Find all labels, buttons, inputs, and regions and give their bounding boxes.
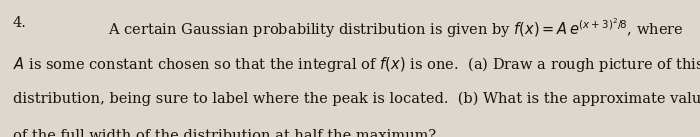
Text: 4.: 4. [13, 16, 27, 30]
Text: of the full width of the distribution at half the maximum?: of the full width of the distribution at… [13, 129, 435, 137]
Text: A certain Gaussian probability distribution is given by $f(x) = A\,e^{(x+3)^2/8}: A certain Gaussian probability distribut… [108, 16, 684, 40]
Text: $A$ is some constant chosen so that the integral of $f(x)$ is one.  (a) Draw a r: $A$ is some constant chosen so that the … [13, 55, 700, 74]
Text: distribution, being sure to label where the peak is located.  (b) What is the ap: distribution, being sure to label where … [13, 92, 700, 106]
